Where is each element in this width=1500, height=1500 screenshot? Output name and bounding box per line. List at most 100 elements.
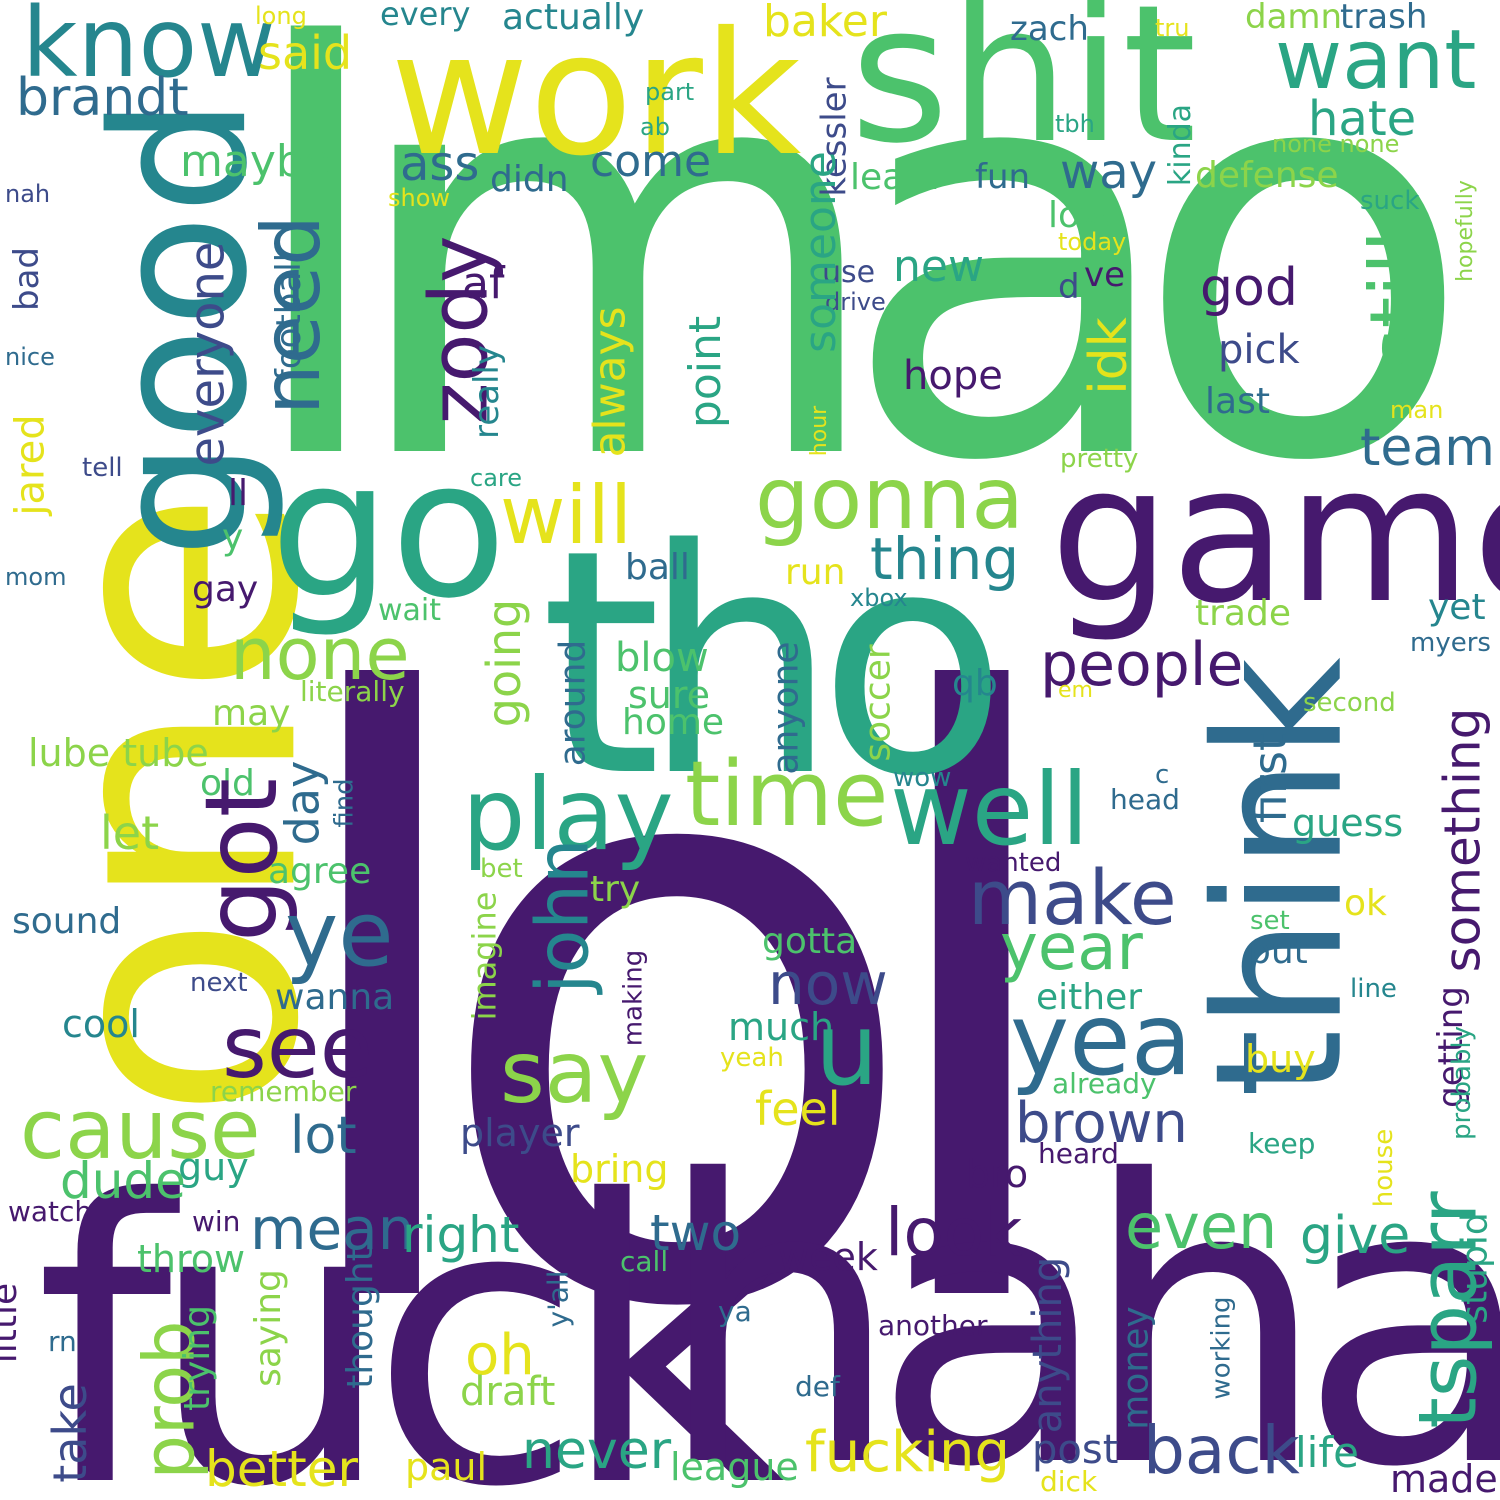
word-home: home: [622, 702, 725, 743]
word-love: love: [1048, 195, 1124, 236]
word-set: set: [1250, 906, 1290, 936]
word-dude: dude: [60, 1152, 186, 1210]
word-week: week: [778, 1235, 878, 1279]
word-saying: saying: [247, 1269, 289, 1387]
word-agree: agree: [268, 851, 372, 892]
word-y: y: [222, 517, 244, 558]
word-ab: ab: [640, 113, 670, 141]
word-cause: cause: [20, 1083, 261, 1178]
word-watch: watch: [8, 1195, 93, 1228]
word-heard: heard: [1038, 1137, 1119, 1170]
word-work: work: [390, 0, 802, 194]
word-call: call: [620, 1245, 669, 1278]
word-nice: nice: [5, 343, 55, 371]
word-show: show: [388, 184, 451, 212]
word-idk: idk: [1078, 317, 1139, 395]
word-imagine: imagine: [465, 891, 504, 1021]
word-someone: someone: [794, 151, 846, 353]
word-thought: thought: [339, 1247, 381, 1389]
word-never: never: [522, 1421, 672, 1481]
word-fucking: fucking: [805, 1420, 1011, 1485]
word-come: come: [590, 136, 712, 187]
word-didn: didn: [490, 159, 569, 200]
word-wanna: wanna: [275, 977, 395, 1018]
word-find: find: [329, 778, 360, 828]
word-yet: yet: [1428, 587, 1486, 628]
word-may: may: [212, 693, 291, 734]
word-player: player: [460, 1111, 580, 1155]
word-tru: tru: [1155, 14, 1190, 42]
word-bro: bro: [966, 1152, 1029, 1196]
word-john: john: [520, 838, 605, 994]
word-let: let: [100, 806, 160, 860]
word-sound: sound: [12, 901, 122, 942]
word-yall: y'all: [541, 1270, 575, 1328]
word-bad: bad: [7, 247, 47, 311]
word-lmao: lmao: [238, 0, 1475, 584]
word-ll: ll: [228, 473, 249, 514]
word-way: way: [1060, 144, 1158, 200]
word-old: old: [200, 763, 255, 804]
word-draft: draft: [460, 1369, 556, 1415]
word-ya: ya: [718, 1295, 752, 1328]
word-fuck: fuck: [35, 1118, 785, 1500]
word-d: d: [1058, 267, 1080, 307]
word-everyone: everyone: [179, 241, 236, 467]
word-xbox: xbox: [850, 584, 908, 612]
word-better: better: [205, 1440, 359, 1498]
word-will: will: [500, 469, 633, 562]
word-oh: oh: [465, 1323, 535, 1388]
word-try: try: [590, 869, 641, 910]
word-last: last: [1205, 381, 1270, 422]
word-say: say: [500, 1023, 649, 1123]
word-well: well: [890, 751, 1089, 868]
word-look: look: [885, 1194, 1023, 1271]
word-wait: wait: [378, 593, 442, 628]
word-much: much: [728, 1005, 835, 1049]
word-shit: shit: [850, 0, 1197, 185]
word-af: af: [462, 258, 505, 309]
word-ass: ass: [400, 136, 480, 192]
word-give: give: [1300, 1206, 1411, 1266]
word-yea: yea: [1010, 981, 1192, 1098]
word-see: see: [222, 998, 373, 1098]
word-mom: mom: [5, 563, 67, 591]
word-always: always: [584, 306, 636, 458]
word-house: house: [1369, 1128, 1400, 1208]
word-league: league: [670, 1445, 799, 1489]
word-none-none: none none: [1272, 130, 1400, 158]
word-something: something: [1433, 707, 1492, 973]
word-think: think: [1178, 657, 1382, 1098]
word-going: going: [477, 598, 532, 728]
word-dick: dick: [1040, 1465, 1098, 1498]
word-today: today: [1058, 228, 1127, 256]
word-buy: buy: [1245, 1037, 1316, 1081]
word-guy: guy: [178, 1145, 249, 1189]
word-suck: suck: [1360, 186, 1420, 216]
word-brown: brown: [1015, 1091, 1188, 1156]
word-nah: nah: [5, 180, 51, 208]
word-win: win: [192, 1205, 241, 1238]
word-care: care: [470, 464, 523, 492]
word-u: u: [815, 991, 879, 1108]
word-maybe: maybe: [180, 136, 331, 187]
word-mean: mean: [250, 1195, 415, 1263]
word-got: got: [182, 778, 300, 942]
word-least: least: [850, 157, 938, 198]
word-hopefully: hopefully: [1452, 180, 1478, 282]
word-myers: myers: [1410, 628, 1491, 658]
word-pick: pick: [1218, 327, 1300, 373]
word-fun: fun: [975, 157, 1031, 197]
word-now: now: [768, 950, 888, 1018]
word-none: none: [230, 612, 410, 696]
word-jared: jared: [7, 414, 54, 516]
word-trash: trash: [1340, 0, 1428, 37]
word-anything: anything: [1025, 1256, 1072, 1434]
word-gay: gay: [192, 569, 259, 610]
word-time: time: [685, 742, 889, 847]
word-yeah: yeah: [720, 1043, 784, 1073]
word-tell: tell: [82, 453, 123, 483]
word-literally: literally: [300, 675, 405, 708]
word-team: team: [1360, 418, 1495, 478]
word-ye: ye: [285, 882, 394, 987]
